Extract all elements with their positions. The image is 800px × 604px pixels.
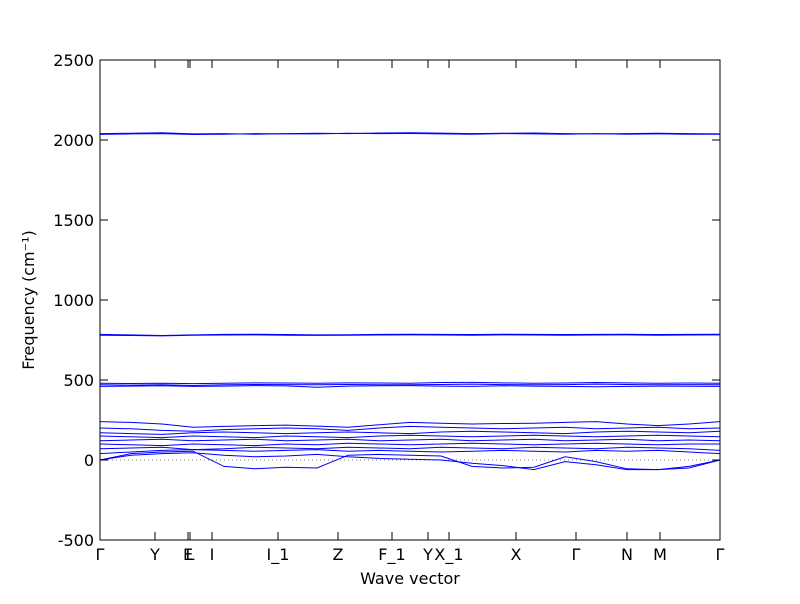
x-tick-label: F_1 [378,545,405,565]
x-tick-label: I_1 [267,545,290,565]
band-line [99,438,721,442]
x-tick-label: M [653,545,667,564]
x-tick-label: X [511,545,522,564]
x-axis-label: Wave vector [360,569,460,588]
x-tick-label: Γ [572,545,581,564]
band-line [99,385,721,388]
x-tick-label: X_1 [434,545,463,565]
band-line [99,334,721,337]
x-tick-label: E [183,545,193,564]
band-line [99,381,721,385]
y-tick-label: 2500 [53,51,94,70]
y-axis-label: Frequency (cm⁻¹) [19,230,38,369]
x-tick-label: Γ [96,545,105,564]
y-tick-label: 500 [63,371,94,390]
band-line [99,442,720,447]
band-line [99,449,721,455]
band-line [99,383,721,386]
x-tick-label: Z [333,545,344,564]
y-tick-label: 2000 [53,131,94,150]
band-line [99,132,720,136]
y-tick-label: 0 [84,451,94,470]
x-tick-label: L [186,545,195,564]
x-tick-label: N [621,545,633,564]
band-line [99,430,721,435]
plot-frame [99,59,721,541]
band-line [99,434,721,439]
x-tick-label: I [210,545,215,564]
x-tick-label: Y [149,545,160,564]
band-line [99,425,721,432]
x-tick-label: Γ [716,545,725,564]
band-line [99,421,721,428]
band-line [99,446,721,451]
y-tick-label: -500 [58,531,94,550]
y-tick-label: 1000 [53,291,94,310]
y-tick-label: 1500 [53,211,94,230]
x-tick-label: Y [422,545,433,564]
band-line [99,452,721,471]
band-line [99,450,721,471]
